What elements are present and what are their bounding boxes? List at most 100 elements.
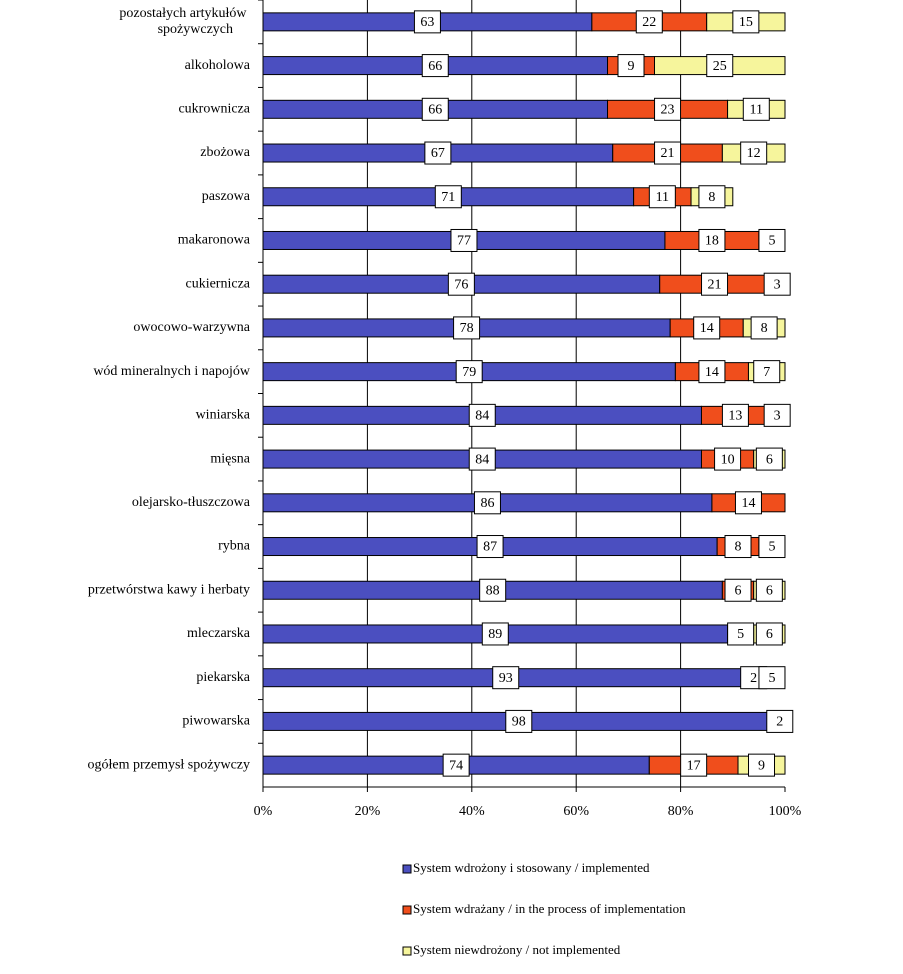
value-label-box	[753, 360, 781, 384]
legend-swatch	[402, 864, 412, 874]
value-label: 6	[735, 583, 742, 598]
value-label: 15	[739, 15, 753, 30]
y-tick-label: mięsna	[210, 451, 250, 466]
value-label-box	[742, 97, 770, 121]
value-label: 67	[431, 146, 445, 161]
y-tick-label: alkoholowa	[185, 58, 251, 73]
value-label: 22	[642, 15, 656, 30]
value-label-box	[734, 491, 762, 515]
value-label: 9	[628, 59, 635, 74]
value-label: 7	[763, 365, 770, 380]
value-label: 10	[721, 452, 735, 467]
value-label-box	[479, 578, 507, 602]
y-tick-label: piwowarska	[182, 714, 250, 729]
value-label: 18	[705, 234, 719, 249]
value-label: 8	[761, 321, 768, 336]
value-label-box	[442, 753, 470, 777]
y-tick-label: cukiernicza	[185, 276, 250, 291]
y-tick-label: ogółem przemysł spożywczy	[87, 757, 250, 772]
value-label-box	[648, 185, 676, 209]
value-label: 9	[758, 758, 765, 773]
value-label: 2	[750, 671, 757, 686]
value-label: 5	[737, 627, 744, 642]
value-label: 89	[488, 627, 502, 642]
legend-label: System niewdrożony / not implemented	[413, 942, 621, 957]
x-tick-label: 80%	[668, 804, 694, 819]
value-label-box	[654, 97, 682, 121]
value-label-box	[750, 316, 778, 340]
value-label: 6	[766, 627, 773, 642]
value-label: 84	[475, 409, 489, 424]
value-label-box	[635, 10, 663, 34]
value-label-box	[450, 228, 478, 252]
value-label-box	[766, 709, 794, 733]
value-label: 93	[499, 671, 513, 686]
value-label: 78	[460, 321, 474, 336]
value-label: 5	[768, 671, 775, 686]
value-label-box	[434, 185, 462, 209]
y-tick-label: piekarska	[196, 670, 250, 685]
value-label: 14	[705, 365, 719, 380]
value-label: 5	[768, 234, 775, 249]
value-label-box	[424, 141, 452, 165]
value-label-box	[758, 535, 786, 559]
value-label-box	[693, 316, 721, 340]
value-label-box	[706, 54, 734, 78]
value-label-box	[481, 622, 509, 646]
value-label-box	[421, 54, 449, 78]
value-label-box	[755, 622, 783, 646]
value-label: 3	[774, 277, 781, 292]
value-label: 11	[656, 190, 669, 205]
value-label: 23	[661, 103, 675, 118]
value-label-box	[468, 447, 496, 471]
value-label-box	[740, 141, 768, 165]
value-label: 17	[687, 758, 701, 773]
value-label-box	[763, 403, 791, 427]
value-label-box	[714, 447, 742, 471]
value-label-box	[721, 403, 749, 427]
value-label: 86	[480, 496, 494, 511]
value-label: 8	[735, 540, 742, 555]
value-label-box	[421, 97, 449, 121]
value-label-box	[732, 10, 760, 34]
value-label: 76	[454, 277, 468, 292]
value-label: 14	[741, 496, 755, 511]
value-label-box	[758, 228, 786, 252]
value-label: 11	[750, 103, 763, 118]
value-label: 3	[774, 409, 781, 424]
x-tick-label: 20%	[355, 804, 381, 819]
value-label-box	[453, 316, 481, 340]
value-label-box	[755, 447, 783, 471]
value-label-box	[413, 10, 441, 34]
legend-swatch	[402, 946, 412, 956]
value-label: 87	[483, 540, 497, 555]
value-label-box	[455, 360, 483, 384]
legend-swatch	[402, 905, 412, 915]
value-label: 79	[462, 365, 476, 380]
y-tick-label: przetwórstwa kawy i herbaty	[88, 582, 250, 597]
value-label-box	[763, 272, 791, 296]
value-label-box	[755, 578, 783, 602]
y-tick-label: pozostałych artykułów spożywczych	[119, 6, 250, 37]
legend-label: System wdrażany / in the process of impl…	[413, 901, 686, 916]
y-tick-label: makaronowa	[178, 233, 251, 248]
value-label: 6	[766, 583, 773, 598]
y-tick-label: rybna	[218, 539, 251, 554]
value-label-box	[505, 709, 533, 733]
y-tick-label: wód mineralnych i napojów	[93, 364, 251, 379]
value-label: 71	[441, 190, 455, 205]
y-tick-label: owocowo-warzywna	[133, 320, 250, 335]
value-label-box	[447, 272, 475, 296]
value-label: 66	[428, 103, 442, 118]
value-label: 88	[486, 583, 500, 598]
value-label-box	[698, 228, 726, 252]
value-label-box	[724, 578, 752, 602]
value-label: 63	[420, 15, 434, 30]
value-label: 2	[776, 715, 783, 730]
x-tick-label: 100%	[769, 804, 802, 819]
value-label-box	[701, 272, 729, 296]
y-tick-label: cukrownicza	[178, 102, 250, 117]
value-label-box	[473, 491, 501, 515]
